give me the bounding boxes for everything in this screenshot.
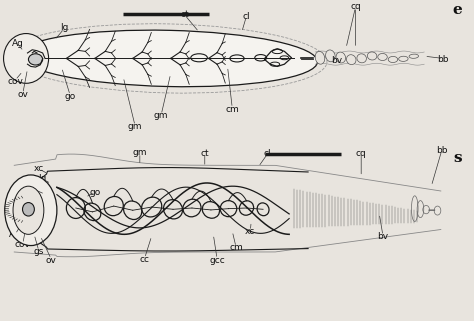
Text: cm: cm xyxy=(225,105,239,114)
Text: xc: xc xyxy=(245,227,255,236)
Text: gm: gm xyxy=(154,111,168,120)
Ellipse shape xyxy=(326,50,335,62)
Ellipse shape xyxy=(3,34,49,83)
Ellipse shape xyxy=(19,30,318,87)
Ellipse shape xyxy=(346,55,356,65)
Ellipse shape xyxy=(5,175,57,246)
Text: bb: bb xyxy=(436,146,447,155)
Text: go: go xyxy=(64,92,76,101)
Ellipse shape xyxy=(13,186,44,234)
Text: cm: cm xyxy=(229,243,243,252)
Text: lg: lg xyxy=(60,23,68,32)
Text: cc: cc xyxy=(139,255,150,264)
Ellipse shape xyxy=(28,54,43,65)
Ellipse shape xyxy=(22,203,34,216)
Text: ov: ov xyxy=(18,90,28,99)
Ellipse shape xyxy=(388,56,398,63)
Text: s: s xyxy=(454,151,462,165)
Ellipse shape xyxy=(399,56,408,61)
Ellipse shape xyxy=(378,54,387,61)
Text: lg: lg xyxy=(38,174,47,183)
Text: cq: cq xyxy=(350,2,361,11)
Text: ct: ct xyxy=(181,10,189,19)
Text: gs: gs xyxy=(34,247,44,256)
Ellipse shape xyxy=(336,52,346,63)
Text: Ag: Ag xyxy=(9,230,21,239)
Text: ct: ct xyxy=(201,149,209,158)
Text: gcc: gcc xyxy=(209,256,225,265)
Ellipse shape xyxy=(367,52,377,60)
Text: Ag: Ag xyxy=(12,39,24,48)
Text: cl: cl xyxy=(264,149,272,158)
Text: gm: gm xyxy=(133,148,147,157)
Text: gm: gm xyxy=(128,122,142,131)
Text: cov: cov xyxy=(15,240,31,249)
Text: e: e xyxy=(452,3,462,17)
Text: go: go xyxy=(89,188,100,197)
Text: bv: bv xyxy=(331,56,342,65)
Text: cov: cov xyxy=(7,77,23,86)
Text: gcc: gcc xyxy=(26,186,42,195)
Text: cq: cq xyxy=(356,149,366,158)
Text: ov: ov xyxy=(46,256,56,265)
Ellipse shape xyxy=(409,54,419,58)
Ellipse shape xyxy=(357,54,366,63)
Text: xc: xc xyxy=(34,164,44,173)
Text: cl: cl xyxy=(243,12,250,21)
Ellipse shape xyxy=(315,51,325,64)
Text: bb: bb xyxy=(438,55,449,64)
Text: bv: bv xyxy=(377,232,389,241)
